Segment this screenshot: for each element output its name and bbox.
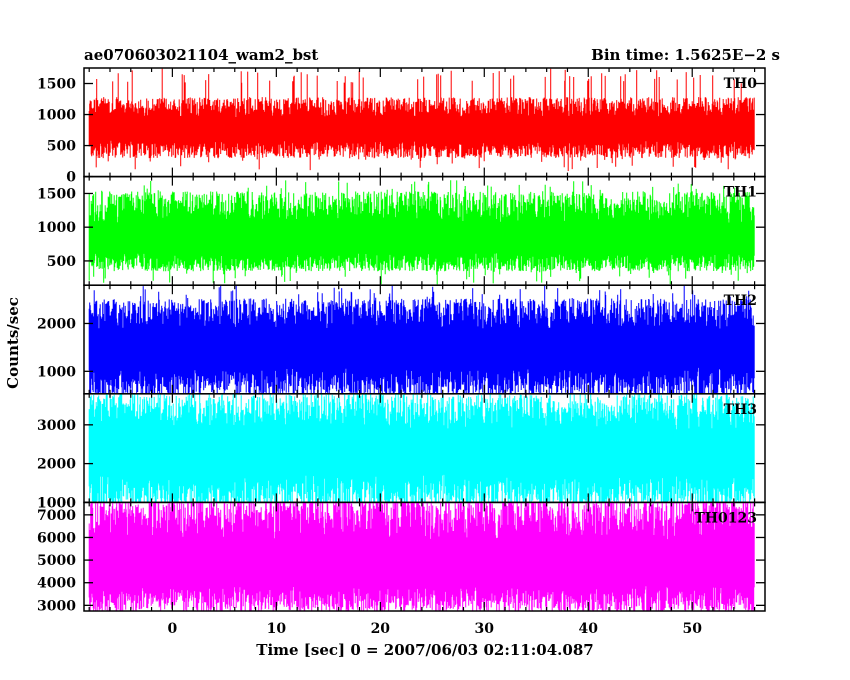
y-tick-label: 4000 — [37, 576, 76, 592]
y-tick-label: 0 — [66, 170, 76, 186]
y-tick-label: 1000 — [37, 364, 76, 380]
y-tick-label: 1000 — [37, 220, 76, 236]
y-tick-label: 1000 — [37, 108, 76, 124]
x-tick-label: 10 — [267, 621, 287, 637]
panel-frame-th0123 — [83, 501, 766, 612]
series-th2-trace — [88, 285, 755, 394]
x-tick-label: 40 — [579, 621, 599, 637]
y-tick-label: 1500 — [37, 186, 76, 202]
y-tick-label: 1000 — [37, 495, 76, 511]
y-tick-label: 500 — [47, 139, 76, 155]
x-tick-label: 0 — [167, 621, 177, 637]
x-tick-label: 20 — [371, 621, 391, 637]
y-tick-label: 5000 — [37, 553, 76, 569]
series-label: TH3 — [724, 402, 757, 418]
series-th3-trace — [88, 393, 755, 503]
series-label: TH0123 — [694, 510, 757, 526]
y-tick-label: 500 — [47, 254, 76, 270]
x-axis-label: Time [sec] 0 = 2007/06/03 02:11:04.087 — [256, 641, 593, 659]
series-label: TH0 — [724, 76, 758, 92]
series-label: TH2 — [724, 293, 757, 309]
chart-title-left: ae070603021104_wam2_bst — [84, 46, 318, 64]
y-tick-label: 3000 — [37, 598, 76, 614]
y-tick-label: 7000 — [37, 508, 76, 524]
x-tick-label: 30 — [475, 621, 495, 637]
y-tick-label: 2000 — [37, 457, 76, 473]
y-tick-label: 2000 — [37, 316, 76, 332]
series-label: TH1 — [724, 185, 757, 201]
series-th0123-trace — [88, 502, 755, 611]
y-tick-label: 1500 — [37, 77, 76, 93]
series-th0-trace — [88, 68, 755, 171]
y-tick-label: 6000 — [37, 530, 76, 546]
x-tick-label: 50 — [682, 621, 702, 637]
y-tick-label: 3000 — [37, 418, 76, 434]
chart-title-right: Bin time: 1.5625E−2 s — [591, 46, 780, 64]
series-th1-trace — [88, 180, 755, 285]
y-axis-label: Counts/sec — [4, 297, 22, 389]
